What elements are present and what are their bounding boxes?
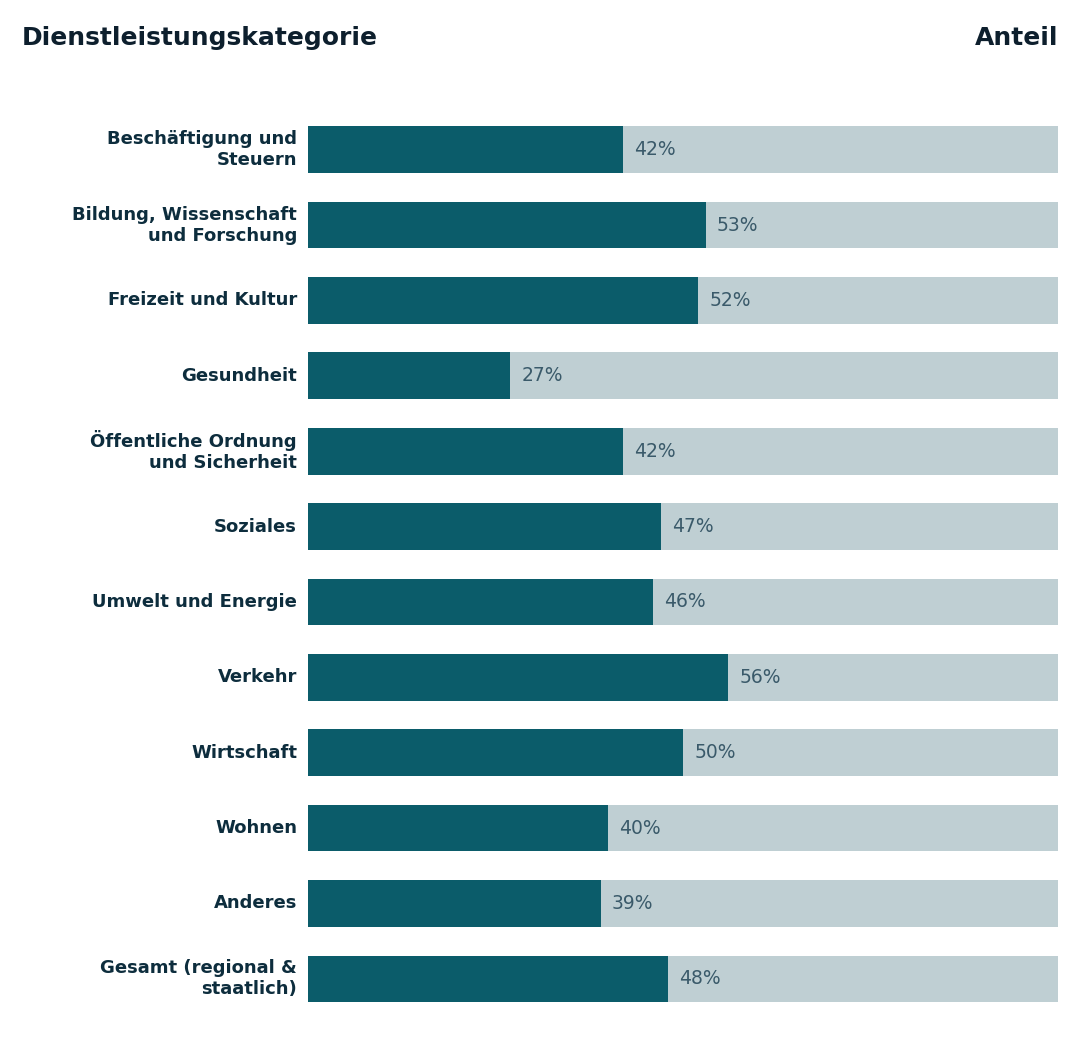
Text: Wirtschaft: Wirtschaft — [191, 744, 297, 762]
Bar — [308, 504, 1058, 550]
Bar — [308, 579, 1058, 625]
Bar — [308, 955, 669, 1002]
Bar — [308, 654, 728, 701]
Text: 27%: 27% — [522, 367, 564, 386]
Bar — [308, 352, 1058, 399]
Bar — [308, 202, 705, 249]
Text: 56%: 56% — [740, 668, 781, 687]
Text: Bildung, Wissenschaft
und Forschung: Bildung, Wissenschaft und Forschung — [72, 206, 297, 245]
Bar — [308, 126, 623, 173]
Bar — [308, 126, 1058, 173]
Text: 48%: 48% — [679, 970, 721, 989]
Bar — [308, 579, 653, 625]
Text: 53%: 53% — [717, 215, 758, 235]
Text: 50%: 50% — [694, 743, 735, 762]
Bar — [308, 880, 600, 927]
Text: Umwelt und Energie: Umwelt und Energie — [92, 593, 297, 611]
Text: Anderes: Anderes — [214, 895, 297, 912]
Text: 40%: 40% — [619, 818, 661, 838]
Bar — [308, 805, 608, 852]
Text: Gesamt (regional &
staatlich): Gesamt (regional & staatlich) — [100, 959, 297, 998]
Bar — [308, 955, 1058, 1002]
Bar — [308, 729, 1058, 776]
Bar — [308, 202, 1058, 249]
Bar — [308, 427, 1058, 474]
Bar — [308, 805, 1058, 852]
Text: Beschäftigung und
Steuern: Beschäftigung und Steuern — [107, 131, 297, 169]
Bar — [308, 352, 511, 399]
Bar — [308, 277, 1058, 324]
Text: Öffentliche Ordnung
und Sicherheit: Öffentliche Ordnung und Sicherheit — [91, 431, 297, 472]
Text: 52%: 52% — [710, 291, 751, 310]
Text: Soziales: Soziales — [214, 517, 297, 536]
Bar — [308, 277, 698, 324]
Text: 39%: 39% — [611, 893, 653, 913]
Text: Freizeit und Kultur: Freizeit und Kultur — [108, 292, 297, 309]
Text: Verkehr: Verkehr — [218, 669, 297, 687]
Bar — [308, 729, 684, 776]
Bar — [308, 504, 661, 550]
Bar — [308, 880, 1058, 927]
Bar — [308, 654, 1058, 701]
Text: 42%: 42% — [634, 442, 676, 461]
Text: Anteil: Anteil — [975, 26, 1058, 50]
Text: 46%: 46% — [664, 593, 706, 611]
Text: Gesundheit: Gesundheit — [181, 367, 297, 385]
Bar — [308, 427, 623, 474]
Text: 42%: 42% — [634, 140, 676, 159]
Text: 47%: 47% — [672, 517, 714, 536]
Text: Dienstleistungskategorie: Dienstleistungskategorie — [22, 26, 378, 50]
Text: Wohnen: Wohnen — [215, 819, 297, 837]
